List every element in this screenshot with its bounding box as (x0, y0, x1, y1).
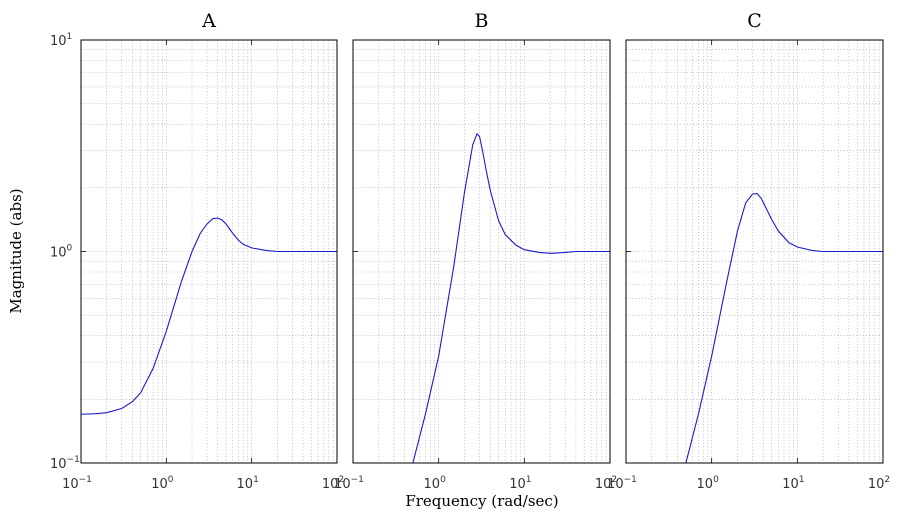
panel-title: C (747, 10, 762, 32)
x-tick-label: 100 (151, 475, 174, 492)
panel-title: A (201, 10, 216, 32)
panel-b: B 10−1 100 101 102 (334, 10, 617, 492)
x-tick-label: 102 (322, 475, 344, 492)
x-tick-label: 101 (237, 475, 259, 492)
series-line (412, 132, 610, 463)
y-tick-label: 101 (50, 32, 72, 49)
x-tick-label: 10−1 (62, 475, 92, 492)
x-tick-label: 10−1 (334, 475, 364, 492)
x-tick-label: 101 (509, 475, 531, 492)
plot-frame (80, 39, 338, 464)
x-tick-label: 102 (595, 475, 617, 492)
y-tick-label: 100 (50, 244, 73, 261)
panel-a: A 10−1 100 101 102 10−1 100 101 (50, 10, 344, 492)
x-tick-label: 100 (424, 475, 447, 492)
x-tick-label: 101 (782, 475, 804, 492)
x-axis-title: Frequency (rad/sec) (405, 492, 558, 510)
y-axis-title: Magnitude (abs) (7, 188, 25, 313)
x-tick-label: 100 (697, 475, 720, 492)
panel-title: B (475, 10, 489, 32)
x-tick-label: 10−1 (607, 475, 637, 492)
plot-frame (625, 39, 884, 464)
y-tick-label: 10−1 (50, 455, 80, 472)
panel-c: C 10−1 100 101 102 (607, 10, 890, 492)
series-line (685, 192, 883, 463)
series-line (81, 217, 337, 415)
plot-frame (352, 39, 611, 464)
x-tick-label: 102 (868, 475, 890, 492)
